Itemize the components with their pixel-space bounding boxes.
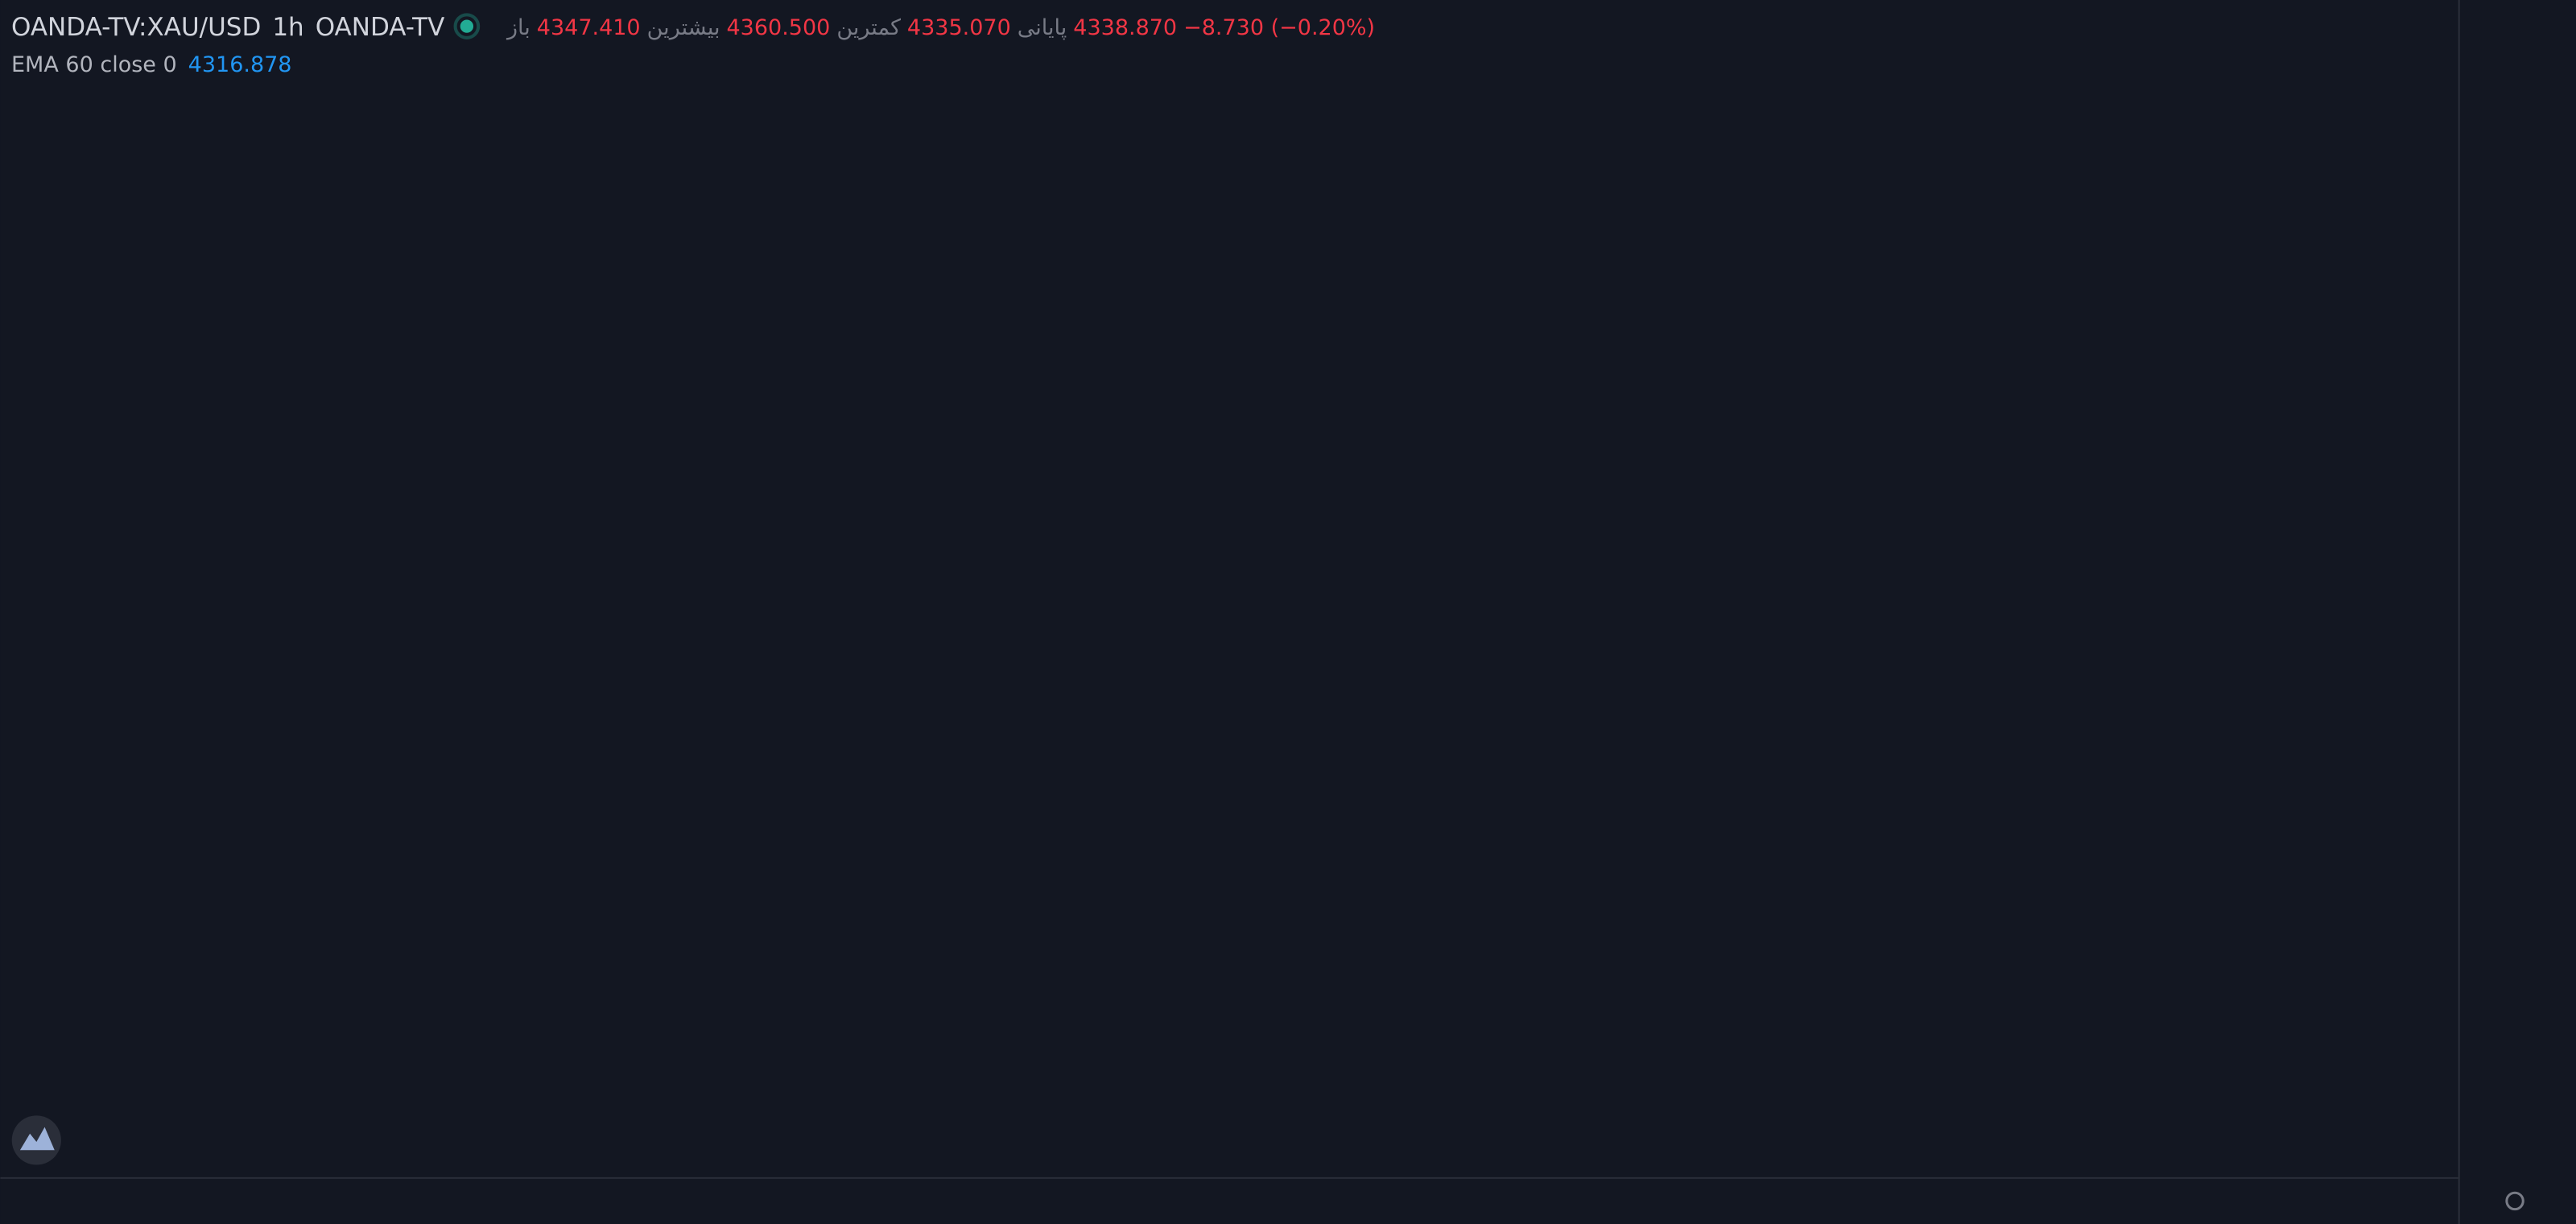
status-ring [453, 13, 481, 39]
logo-icon [19, 1127, 55, 1151]
settings-icon[interactable] [2505, 1191, 2524, 1211]
logo[interactable] [11, 1115, 61, 1165]
status-dot [460, 19, 474, 33]
